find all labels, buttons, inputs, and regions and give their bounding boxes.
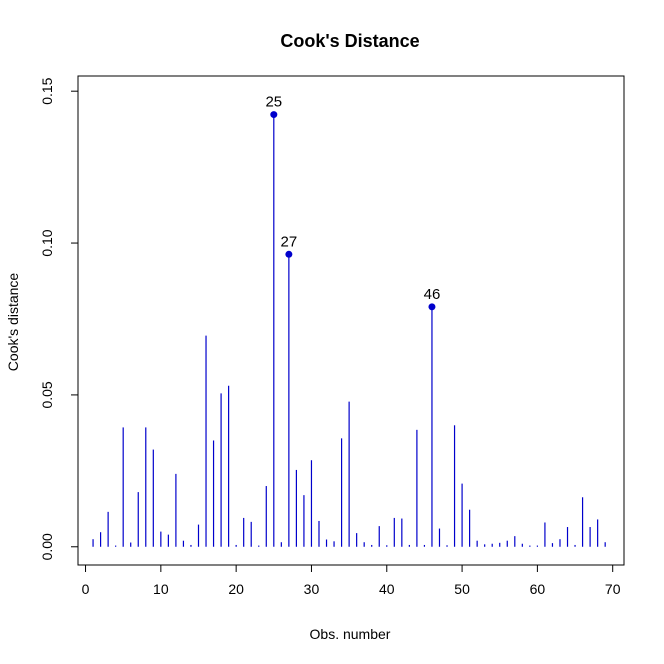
x-axis-label: Obs. number bbox=[310, 626, 391, 642]
x-tick-label: 50 bbox=[454, 581, 470, 597]
y-tick-label: 0.15 bbox=[39, 77, 55, 104]
x-tick-label: 60 bbox=[530, 581, 546, 597]
chart-title: Cook's Distance bbox=[280, 31, 419, 51]
y-axis-label: Cook's distance bbox=[5, 273, 21, 372]
point-label: 25 bbox=[265, 94, 282, 111]
x-tick-label: 0 bbox=[82, 581, 90, 597]
y-axis: 0.00 0.05 0.10 0.15 bbox=[39, 77, 79, 560]
influential-point bbox=[270, 111, 278, 119]
labeled-points: 25 27 46 bbox=[265, 94, 440, 311]
point-label: 27 bbox=[281, 233, 298, 250]
x-tick-label: 40 bbox=[379, 581, 395, 597]
y-tick-label: 0.00 bbox=[39, 533, 55, 560]
x-axis: 0 10 20 30 40 50 60 70 bbox=[82, 564, 621, 597]
data-bars bbox=[92, 114, 606, 547]
plot-frame bbox=[77, 75, 625, 566]
x-tick-label: 30 bbox=[304, 581, 320, 597]
influential-point bbox=[285, 250, 293, 258]
influential-point bbox=[428, 303, 436, 311]
y-tick-label: 0.10 bbox=[39, 229, 55, 256]
x-tick-label: 10 bbox=[153, 581, 169, 597]
y-tick-label: 0.05 bbox=[39, 381, 55, 408]
point-label: 46 bbox=[424, 286, 441, 303]
x-tick-label: 20 bbox=[228, 581, 244, 597]
x-tick-label: 70 bbox=[605, 581, 621, 597]
